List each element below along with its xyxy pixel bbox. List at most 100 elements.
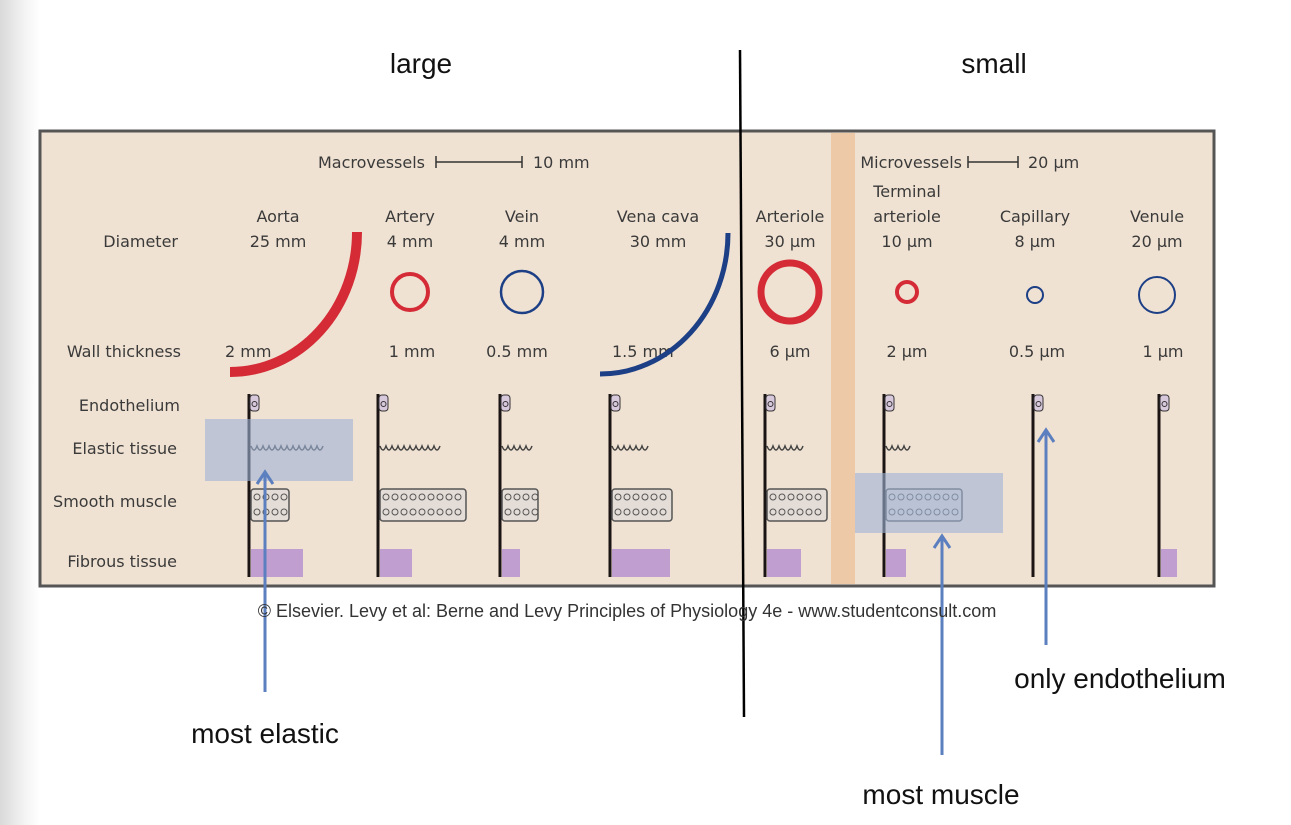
fibrous-tissue bbox=[767, 549, 801, 577]
vessel-name: Terminal bbox=[872, 182, 941, 201]
endothelium-cell bbox=[884, 394, 895, 412]
elastic-tissue bbox=[766, 443, 804, 451]
row-label-endothelium: Endothelium bbox=[79, 396, 180, 415]
vessel-diameter: 8 µm bbox=[1014, 232, 1055, 251]
endothelium-nucleus bbox=[380, 401, 387, 407]
muscle-cell-nucleus bbox=[427, 493, 435, 501]
muscle-cell-nucleus bbox=[400, 493, 408, 501]
vessel-wall-thickness: 2 µm bbox=[886, 342, 927, 361]
vessel-name: Aorta bbox=[256, 207, 299, 226]
muscle-cell-nucleus bbox=[504, 508, 512, 516]
microvessels-label: Microvessels bbox=[860, 153, 962, 172]
vessel-name: Vein bbox=[505, 207, 539, 226]
label-large: large bbox=[390, 48, 452, 79]
fibrous-tissue bbox=[612, 549, 670, 577]
muscle-cell-nucleus bbox=[391, 493, 399, 501]
vessel-cross-section bbox=[499, 269, 545, 315]
muscle-cell-nucleus bbox=[436, 493, 444, 501]
endothelium-nucleus bbox=[251, 401, 258, 407]
row-label-smooth-muscle: Smooth muscle bbox=[53, 492, 177, 511]
macro-scale-value: 10 mm bbox=[533, 153, 590, 172]
vessel-column: Arteriole 30 µm 6 µm bbox=[756, 207, 828, 577]
endothelium-nucleus bbox=[502, 401, 509, 407]
muscle-cell-nucleus bbox=[454, 493, 462, 501]
fibrous-tissue bbox=[380, 549, 412, 577]
micro-scale-bar bbox=[967, 156, 1019, 168]
endothelium-nucleus bbox=[1161, 401, 1168, 407]
endothelium-nucleus bbox=[886, 401, 893, 407]
vessel-column: Vena cava 30 mm 1.5 mm bbox=[599, 207, 731, 577]
muscle-cell-nucleus bbox=[418, 508, 426, 516]
muscle-cell-nucleus bbox=[427, 508, 435, 516]
vessel-diameter: 25 mm bbox=[250, 232, 307, 251]
muscle-cell-nucleus bbox=[522, 508, 530, 516]
muscle-cell-nucleus bbox=[400, 508, 408, 516]
muscle-cell-nucleus bbox=[814, 508, 822, 516]
macrovessels-label: Macrovessels bbox=[318, 153, 425, 172]
figure-caption: © Elsevier. Levy et al: Berne and Levy P… bbox=[258, 601, 997, 621]
muscle-cell-nucleus bbox=[787, 493, 795, 501]
vessel-cross-section bbox=[390, 272, 430, 312]
endothelium-nucleus bbox=[767, 401, 774, 407]
muscle-cell-nucleus bbox=[787, 508, 795, 516]
vessel-name: Capillary bbox=[1000, 207, 1070, 226]
annotation-most-muscle: most muscle bbox=[862, 779, 1019, 810]
vessel-wall-thickness: 2 mm bbox=[225, 342, 271, 361]
muscle-cell-nucleus bbox=[436, 508, 444, 516]
vessel-wall-thickness: 1 µm bbox=[1142, 342, 1183, 361]
muscle-cell-nucleus bbox=[382, 508, 390, 516]
aorta-cross-section-arc bbox=[229, 231, 362, 377]
highlight-muscle-terminal-arteriole bbox=[855, 473, 1003, 533]
muscle-cell-nucleus bbox=[409, 493, 417, 501]
vessel-name-line2: arteriole bbox=[873, 207, 941, 226]
vessel-diameter: 30 mm bbox=[630, 232, 687, 251]
muscle-cell-nucleus bbox=[253, 508, 261, 516]
muscle-cell-nucleus bbox=[659, 493, 667, 501]
muscle-cell-nucleus bbox=[271, 508, 279, 516]
muscle-cell-nucleus bbox=[650, 493, 658, 501]
muscle-cell-nucleus bbox=[796, 508, 804, 516]
vessel-diameter: 30 µm bbox=[764, 232, 815, 251]
annotation-most-elastic: most elastic bbox=[191, 718, 339, 749]
endothelium-cell bbox=[1159, 394, 1170, 412]
arrows bbox=[255, 427, 1056, 755]
muscle-cell-nucleus bbox=[409, 508, 417, 516]
muscle-cell-nucleus bbox=[522, 493, 530, 501]
endothelium-nucleus bbox=[612, 401, 619, 407]
vessel-column: Venule 20 µm 1 µm bbox=[1130, 207, 1184, 577]
fibrous-tissue bbox=[502, 549, 520, 577]
muscle-cell-nucleus bbox=[641, 508, 649, 516]
muscle-cell-nucleus bbox=[445, 493, 453, 501]
muscle-cell-nucleus bbox=[614, 508, 622, 516]
muscle-cell-nucleus bbox=[641, 493, 649, 501]
muscle-cell-nucleus bbox=[280, 493, 288, 501]
arrow-most-muscle bbox=[932, 533, 952, 755]
muscle-cell-nucleus bbox=[805, 508, 813, 516]
arrow-only-endothelium bbox=[1036, 427, 1056, 645]
vessel-column: Artery 4 mm 1 mm bbox=[376, 207, 467, 577]
muscle-cell-nucleus bbox=[253, 493, 261, 501]
vessel-wall-thickness: 1.5 mm bbox=[612, 342, 674, 361]
annotation-only-endothelium: only endothelium bbox=[1014, 663, 1226, 694]
vessel-column: Vein 4 mm 0.5 mm bbox=[486, 207, 548, 577]
row-label-fibrous: Fibrous tissue bbox=[67, 552, 177, 571]
vessel-wall-thickness: 0.5 mm bbox=[486, 342, 548, 361]
vessel-wall-thickness: 1 mm bbox=[389, 342, 435, 361]
muscle-cell-nucleus bbox=[280, 508, 288, 516]
endothelium-nucleus bbox=[1035, 401, 1042, 407]
macro-scale-bar bbox=[435, 156, 523, 168]
row-label-diameter: Diameter bbox=[103, 232, 178, 251]
fibrous-tissue bbox=[886, 549, 906, 577]
endothelium-cell bbox=[378, 394, 389, 412]
elastic-tissue bbox=[611, 443, 649, 451]
muscle-cell-nucleus bbox=[382, 493, 390, 501]
vessel-name: Vena cava bbox=[617, 207, 699, 226]
muscle-cell-nucleus bbox=[623, 508, 631, 516]
muscle-cell-nucleus bbox=[454, 508, 462, 516]
vessel-column: Aorta 25 mm 2 mm bbox=[225, 207, 362, 577]
muscle-cell-nucleus bbox=[531, 493, 539, 501]
muscle-cell-nucleus bbox=[445, 508, 453, 516]
muscle-cell-nucleus bbox=[513, 493, 521, 501]
vessel-wall-thickness: 0.5 µm bbox=[1009, 342, 1065, 361]
